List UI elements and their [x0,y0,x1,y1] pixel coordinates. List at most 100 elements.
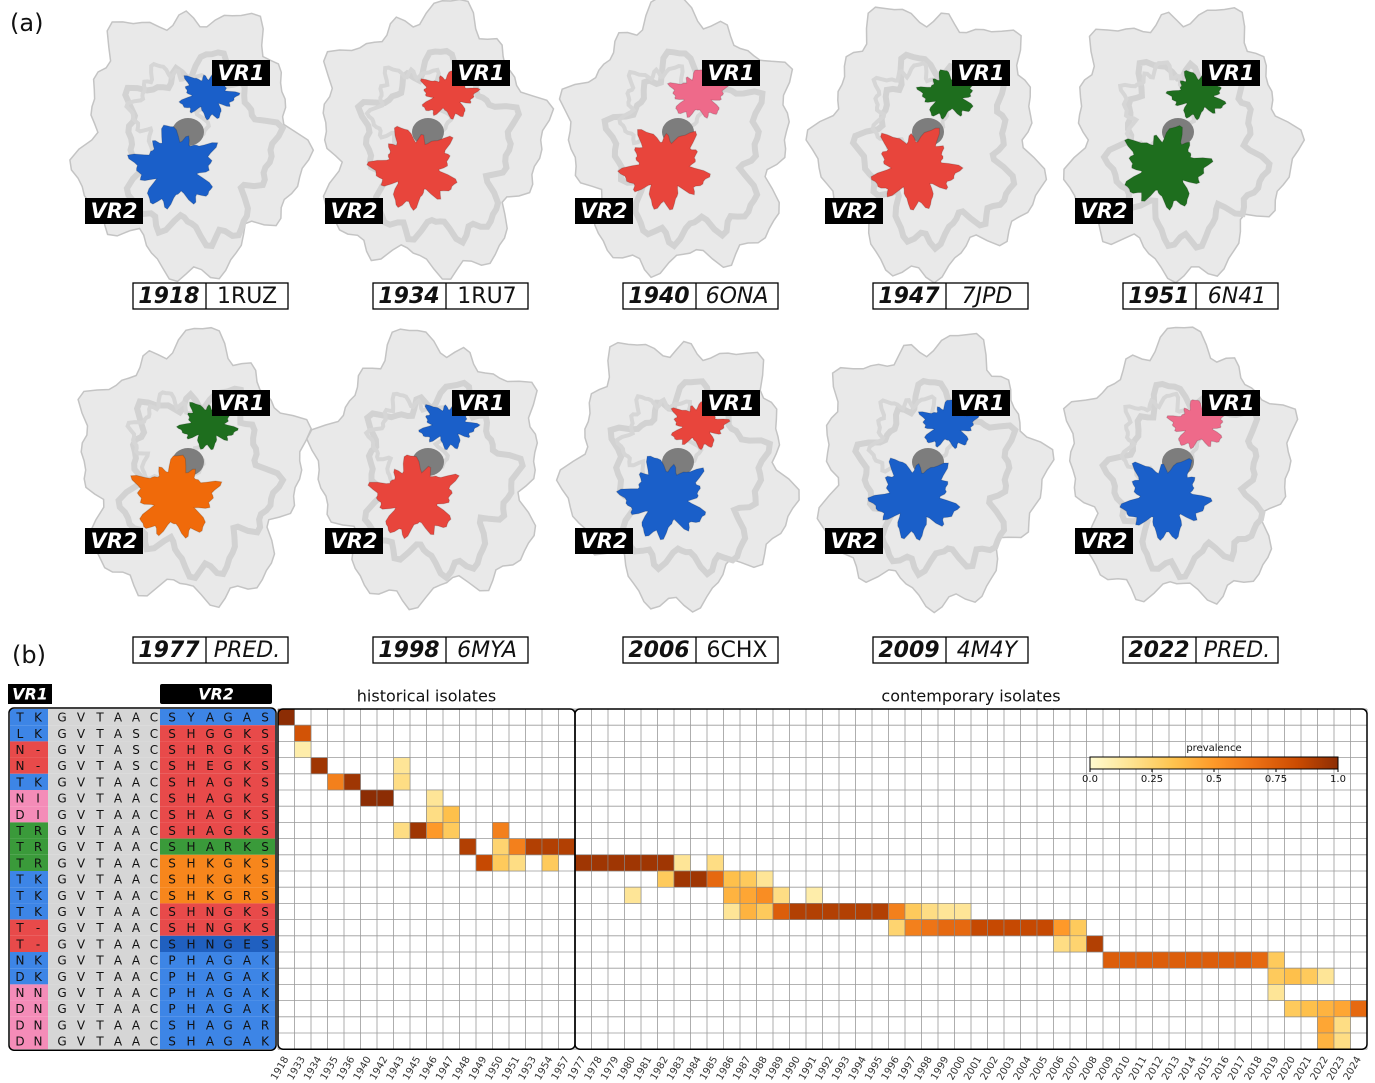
heatmap-cell [757,903,774,919]
region-label: contemporary isolates [881,687,1060,706]
vr1-label: VR1 [217,61,264,85]
heatmap-cell [674,871,691,887]
structure-year: 2022 [1128,638,1189,663]
vr1-label: VR1 [457,391,504,415]
heatmap-cell [773,887,790,903]
heatmap-cell [872,903,889,919]
heatmap-cell [1021,920,1038,936]
vr2-cell [160,806,275,822]
heatmap-cell [509,855,526,871]
heatmap-cell [526,839,543,855]
colorbar-tick-label: 0.25 [1141,774,1163,785]
heatmap-cell [493,855,510,871]
heatmap-cell [724,903,741,919]
colorbar-tick-label: 1.0 [1330,774,1346,785]
heatmap-cell [295,725,312,741]
heatmap-cell [377,790,394,806]
heatmap-cell [1235,952,1252,968]
heatmap-cell [641,855,658,871]
heatmap-cell [361,790,378,806]
heatmap-cell [1268,952,1285,968]
heatmap-cell [1318,1033,1335,1049]
vr2-cell [160,952,275,968]
heatmap-cell [460,839,477,855]
structure-year: 1934 [378,284,439,309]
structure-pdb: 6CHX [707,638,768,663]
heatmap-cell [278,709,295,725]
heatmap-cell [1054,936,1071,952]
heatmap-cell [427,790,444,806]
heatmap-cell [1334,1017,1351,1033]
vr2-cell [160,1001,275,1017]
structure-year: 2006 [628,638,689,663]
colorbar-tick-label: 0.75 [1265,774,1287,785]
heatmap-cell [1351,1001,1368,1017]
heatmap-cell [427,822,444,838]
heatmap-cell [856,903,873,919]
heatmap-cell [691,871,708,887]
heatmap-cell [1087,936,1104,952]
heatmap-cell [476,855,493,871]
structure-pdb: 4M4Y [957,638,1019,663]
heatmap-cell [1202,952,1219,968]
heatmap-cell [592,855,609,871]
vr1-label: VR1 [957,391,1004,415]
heatmap-cell [955,903,972,919]
heatmap-cell [1334,1001,1351,1017]
heatmap-cell [1301,1001,1318,1017]
heatmap-cell [724,887,741,903]
vr2-label: VR2 [830,199,877,223]
vr2-cell [160,984,275,1000]
heatmap-cell [1219,952,1236,968]
heatmap-cell [1301,968,1318,984]
vr1-label: VR1 [457,61,504,85]
vr2-cell [160,1017,275,1033]
vr2-cell [160,903,275,919]
panel-label: (a) [10,9,43,37]
figure: (a) (b) VR1VR219181RUZVR1VR219341RU7VR1V… [0,0,1375,1083]
heatmap-cell [922,920,939,936]
heatmap-cell [394,822,411,838]
vr1-label: VR1 [1207,391,1254,415]
structure-year: 1940 [628,284,689,309]
heatmap-cell [1268,984,1285,1000]
heatmap-cell [740,871,757,887]
vr1-label: VR1 [707,391,754,415]
heatmap-cell [394,758,411,774]
heatmap-cell [542,855,559,871]
vr2-cell [160,758,275,774]
heatmap-cell [1186,952,1203,968]
heatmap-cell [1120,952,1137,968]
vr2-cell [160,725,275,741]
heatmap-cell [658,871,675,887]
vr2-cell [160,1033,275,1049]
heatmap-cell [922,903,939,919]
heatmap-cell [1136,952,1153,968]
structure-year: 1918 [138,284,199,309]
colorbar [1090,757,1338,769]
heatmap-cell [427,806,444,822]
vr2-label: VR2 [1080,199,1127,223]
heatmap-cell [328,774,345,790]
heatmap-cell [1268,968,1285,984]
vr2-cell [160,968,275,984]
heatmap-cell [674,855,691,871]
vr2-cell [160,839,275,855]
heatmap-cell [889,903,906,919]
structure-pdb: 6ONA [706,284,769,309]
heatmap-cell [625,855,642,871]
heatmap-cell [625,887,642,903]
vr2-cell [160,741,275,757]
heatmap-cell [542,839,559,855]
region-label: historical isolates [357,687,496,706]
heatmap-cell [1054,920,1071,936]
vr1-label: VR1 [217,391,264,415]
heatmap-cell [740,903,757,919]
vr2-label: VR2 [90,199,137,223]
vr2-cell [160,790,275,806]
heatmap-cell [1153,952,1170,968]
heatmap-cell [955,920,972,936]
vr2-label: VR2 [330,199,377,223]
colorbar-label: prevalence [1186,743,1241,754]
heatmap-cell [757,871,774,887]
